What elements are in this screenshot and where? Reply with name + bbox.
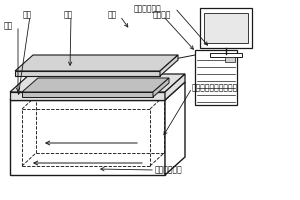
Text: 电化学工作站: 电化学工作站 [133,4,161,13]
Polygon shape [10,92,165,100]
Text: 导线: 导线 [107,10,117,19]
Polygon shape [153,78,169,97]
Polygon shape [160,55,178,76]
Polygon shape [10,74,185,92]
Bar [210,53,242,57]
Text: 槽体: 槽体 [22,10,32,19]
Text: 测试端口: 测试端口 [153,10,172,19]
Text: 超声波发生器: 超声波发生器 [155,166,183,174]
Polygon shape [15,55,178,71]
Bar [204,13,248,43]
Polygon shape [22,78,169,92]
Bar [195,50,237,105]
Text: 电化学液相合成电解池: 电化学液相合成电解池 [192,84,238,92]
Text: 阴极: 阴极 [63,10,73,19]
Bar [225,57,235,62]
Polygon shape [15,71,160,76]
Polygon shape [10,100,165,175]
Bar [200,8,252,48]
Polygon shape [165,82,185,175]
Polygon shape [22,92,153,97]
Polygon shape [165,74,185,100]
Polygon shape [10,82,185,100]
Text: 阳极: 阳极 [4,21,13,30]
